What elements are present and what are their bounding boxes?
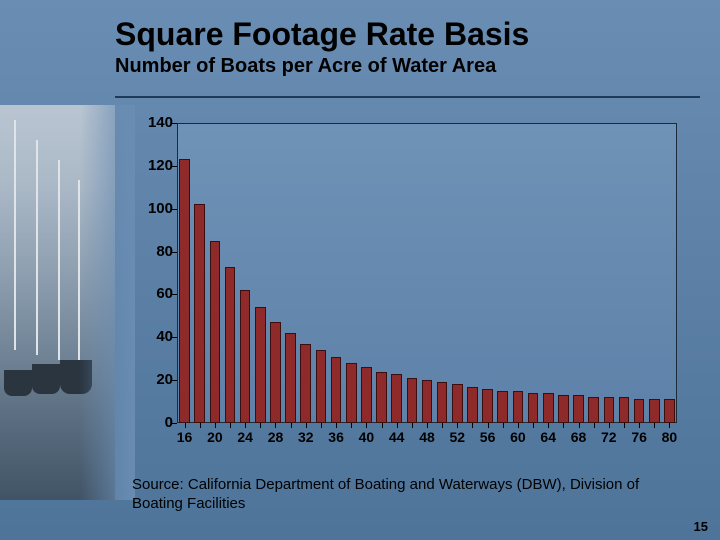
y-axis-label: 20 [139, 371, 173, 388]
bar [346, 363, 357, 423]
slide-subtitle: Number of Boats per Acre of Water Area [115, 55, 705, 78]
x-axis-label: 72 [595, 429, 623, 445]
slide-title: Square Footage Rate Basis [115, 16, 705, 53]
bar [664, 399, 675, 423]
bar [285, 333, 296, 423]
x-axis-label: 32 [292, 429, 320, 445]
x-axis-label: 80 [655, 429, 683, 445]
y-axis-label: 0 [139, 414, 173, 431]
y-axis-label: 120 [139, 157, 173, 174]
bar [331, 357, 342, 423]
bar [649, 399, 660, 423]
x-axis-label: 36 [322, 429, 350, 445]
bar [240, 290, 251, 423]
bar [467, 387, 478, 423]
bar [255, 307, 266, 423]
bar [225, 267, 236, 423]
side-photo-blend [80, 105, 135, 500]
title-block: Square Footage Rate Basis Number of Boat… [115, 16, 705, 78]
bar [316, 350, 327, 423]
bar [482, 389, 493, 423]
title-underline [115, 96, 700, 98]
bar [210, 241, 221, 423]
bar [407, 378, 418, 423]
x-axis-label: 48 [413, 429, 441, 445]
x-axis-label: 24 [231, 429, 259, 445]
bar [391, 374, 402, 423]
y-axis-label: 100 [139, 200, 173, 217]
x-axis-label: 56 [474, 429, 502, 445]
x-axis-label: 52 [443, 429, 471, 445]
slide: Square Footage Rate Basis Number of Boat… [0, 0, 720, 540]
bar [588, 397, 599, 423]
boats-per-acre-chart: 0204060801001201401620242832364044485256… [137, 120, 682, 462]
x-axis-label: 60 [504, 429, 532, 445]
bar [376, 372, 387, 423]
x-axis-label: 28 [261, 429, 289, 445]
bar [528, 393, 539, 423]
bar [361, 367, 372, 423]
x-axis-label: 44 [383, 429, 411, 445]
bar [437, 382, 448, 423]
x-axis-label: 16 [171, 429, 199, 445]
bar [573, 395, 584, 423]
x-axis-label: 40 [352, 429, 380, 445]
bar [452, 384, 463, 423]
y-axis-label: 80 [139, 243, 173, 260]
bar [604, 397, 615, 423]
bar [543, 393, 554, 423]
bar [497, 391, 508, 423]
y-axis-label: 40 [139, 328, 173, 345]
bar [619, 397, 630, 423]
x-axis-label: 64 [534, 429, 562, 445]
bar [300, 344, 311, 423]
bar [270, 322, 281, 423]
y-axis-label: 140 [139, 114, 173, 131]
x-axis-label: 76 [625, 429, 653, 445]
bar [194, 204, 205, 423]
source-citation: Source: California Department of Boating… [132, 476, 687, 514]
x-axis-label: 20 [201, 429, 229, 445]
plot-area [177, 123, 677, 423]
bar [634, 399, 645, 423]
bar [558, 395, 569, 423]
bar [513, 391, 524, 423]
page-number: 15 [694, 519, 708, 534]
x-axis-label: 68 [565, 429, 593, 445]
y-axis-label: 60 [139, 285, 173, 302]
bar [422, 380, 433, 423]
bar [179, 159, 190, 423]
